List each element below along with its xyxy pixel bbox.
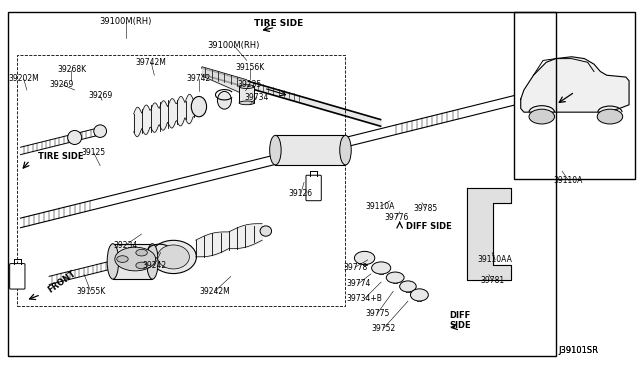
Text: 39778: 39778 xyxy=(343,263,367,272)
Text: 39734+B: 39734+B xyxy=(347,294,383,303)
Text: 39269: 39269 xyxy=(50,80,74,89)
Text: 39781: 39781 xyxy=(480,276,504,285)
Bar xyxy=(406,281,410,292)
Polygon shape xyxy=(521,57,629,112)
Ellipse shape xyxy=(239,85,254,89)
Text: 39110A: 39110A xyxy=(554,176,583,185)
Text: 39742M: 39742M xyxy=(136,58,166,67)
Ellipse shape xyxy=(399,281,416,292)
Text: 39752: 39752 xyxy=(372,324,396,333)
Text: FRONT: FRONT xyxy=(46,269,77,295)
Circle shape xyxy=(136,262,147,269)
Text: 39156K: 39156K xyxy=(236,63,264,72)
Bar xyxy=(113,244,152,279)
Ellipse shape xyxy=(147,244,158,279)
Ellipse shape xyxy=(157,245,189,269)
Text: 39100M(RH): 39100M(RH) xyxy=(208,41,260,50)
Ellipse shape xyxy=(150,240,196,273)
Ellipse shape xyxy=(340,135,351,165)
Polygon shape xyxy=(467,188,511,280)
Circle shape xyxy=(529,109,554,124)
Bar xyxy=(363,251,367,264)
Text: 39126: 39126 xyxy=(289,189,313,198)
Text: 39774: 39774 xyxy=(346,279,371,288)
Text: 39742: 39742 xyxy=(187,74,211,83)
Bar xyxy=(8,13,556,356)
Ellipse shape xyxy=(410,289,428,301)
Ellipse shape xyxy=(191,96,207,117)
Ellipse shape xyxy=(355,251,375,264)
Text: 39268K: 39268K xyxy=(57,65,86,74)
Text: 39776: 39776 xyxy=(384,213,409,222)
Text: 39242M: 39242M xyxy=(200,287,230,296)
Ellipse shape xyxy=(68,131,82,144)
Ellipse shape xyxy=(372,262,391,274)
Text: 39110AA: 39110AA xyxy=(478,255,513,264)
Text: DIFF
SIDE: DIFF SIDE xyxy=(449,311,471,330)
Ellipse shape xyxy=(107,244,118,279)
Text: 39155K: 39155K xyxy=(76,287,105,296)
Bar xyxy=(380,262,383,274)
Ellipse shape xyxy=(269,135,281,165)
FancyBboxPatch shape xyxy=(10,264,25,289)
Bar xyxy=(17,55,346,306)
Circle shape xyxy=(136,249,147,256)
Text: J39101SR: J39101SR xyxy=(558,346,598,355)
Text: 39125: 39125 xyxy=(82,148,106,157)
Text: 39269: 39269 xyxy=(88,91,112,100)
Bar xyxy=(239,87,254,103)
Text: 39242: 39242 xyxy=(142,261,166,270)
Text: J39101SR: J39101SR xyxy=(558,346,598,355)
Bar xyxy=(417,289,421,301)
Text: TIRE SIDE: TIRE SIDE xyxy=(254,19,303,28)
Ellipse shape xyxy=(94,125,106,137)
Text: 39100M(RH): 39100M(RH) xyxy=(99,17,152,26)
FancyBboxPatch shape xyxy=(306,175,321,201)
Text: 39785: 39785 xyxy=(413,203,437,213)
Ellipse shape xyxy=(387,272,404,283)
Circle shape xyxy=(115,247,156,271)
Bar xyxy=(275,135,346,165)
Text: 39110A: 39110A xyxy=(366,202,396,211)
Text: 39775: 39775 xyxy=(365,309,390,318)
Ellipse shape xyxy=(239,101,254,105)
Ellipse shape xyxy=(260,226,271,236)
Text: 39234: 39234 xyxy=(113,241,138,250)
Ellipse shape xyxy=(218,92,232,109)
Circle shape xyxy=(597,109,623,124)
Circle shape xyxy=(116,256,128,262)
Text: DIFF SIDE: DIFF SIDE xyxy=(406,222,452,231)
Bar xyxy=(515,13,636,179)
Bar xyxy=(394,272,397,283)
Text: 39734: 39734 xyxy=(244,93,268,102)
Text: 39235: 39235 xyxy=(238,80,262,89)
Text: TIRE SIDE: TIRE SIDE xyxy=(38,152,84,161)
Text: 39202M: 39202M xyxy=(8,74,39,83)
